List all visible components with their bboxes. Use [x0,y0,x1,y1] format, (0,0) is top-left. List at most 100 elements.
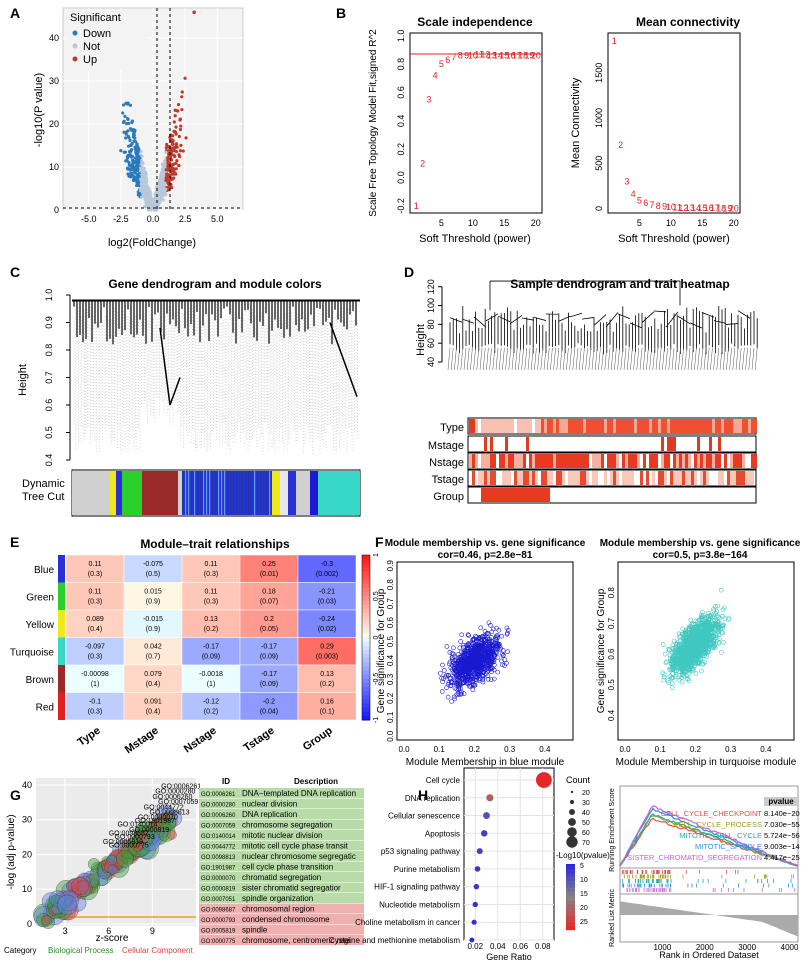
turquoise-module-point [717,636,722,641]
module-segment [318,471,360,515]
volcano-point [128,138,132,143]
kegg-point [535,772,552,788]
volcano-point [173,108,177,112]
volcano-point [132,168,136,173]
tick-y: 0.9 [44,316,54,329]
turquoise-module-point [699,668,704,674]
trait-cell [682,471,685,485]
panel-i-ylabel-bottom: Ranked List Metric [609,889,616,947]
tick-y-right: 0.4 [607,709,616,721]
turquoise-module-point [702,653,707,659]
volcano-point [139,150,143,154]
scale-segment [362,616,370,622]
volcano-point [177,134,181,139]
volcano-point [178,149,182,153]
blue-module-point [494,640,500,646]
scale-segment [362,658,370,663]
trait-cell [622,454,625,468]
volcano-point [136,167,140,172]
color-legend-segment [566,908,575,911]
trait-cell [499,488,502,502]
connectivity-point: 13 [685,203,695,213]
blue-module-point [457,645,463,651]
cell-pvalue: (0.4) [146,709,160,716]
module-stripe [239,471,241,515]
turquoise-module-point [672,663,678,668]
module-stripe [227,471,229,515]
tick-x-right: 15 [697,218,707,228]
panel-b-left-title: Scale independence [417,15,533,29]
volcano-point [170,186,174,190]
connectivity-point: 7 [649,200,654,210]
color-legend-segment [566,914,575,917]
turquoise-module-point [660,670,665,676]
trait-cell [493,488,496,502]
module-label-red: Red [36,702,54,713]
blue-module-point [480,679,486,685]
go-bubble [57,894,78,915]
cell-correlation: 0.11 [88,589,101,596]
volcano-point [180,107,184,112]
cell-pvalue: (0.3) [88,599,102,606]
trait-cell [550,419,553,433]
trait-cell [688,471,691,485]
volcano-point [172,176,176,180]
blue-module-point [442,668,447,673]
module-stripe [197,471,199,515]
trait-cell [676,419,679,433]
trait-cell [571,419,574,433]
turquoise-module-point [712,643,717,649]
blue-module-point [445,682,451,687]
trait-cell [562,454,565,468]
turquoise-module-point [689,636,695,642]
trait-cell [625,454,628,468]
cell-correlation: 0.079 [144,671,162,678]
r2-point: 15 [499,51,509,61]
volcano-point [128,153,132,157]
blue-module-point [459,691,464,697]
volcano-point [126,167,130,171]
panel-g-letter: G [10,787,21,803]
trait-cell [652,419,655,433]
trait-cell [697,454,700,468]
trait-cell [490,419,493,433]
trait-cell [715,419,718,433]
trait-col-mstage: Mstage [123,725,161,757]
blue-module-point [469,662,475,667]
volcano-point [122,103,126,107]
turquoise-module-point [692,625,698,631]
blue-module-point [502,657,507,663]
volcano-point [168,147,172,151]
trait-cell [691,419,694,433]
module-segment [288,471,296,515]
volcano-point [177,153,181,157]
kegg-category: Cellular senescence [388,812,461,821]
trait-cell [508,419,511,433]
blue-module-point [451,694,457,700]
cell-pvalue: (1) [207,681,216,688]
tick-y-left: 0.8 [386,579,395,591]
trait-cell [718,419,721,433]
turquoise-module-point [699,621,705,626]
trait-cell [472,454,475,468]
scale-segment [362,703,370,709]
volcano-point [180,95,184,99]
trait-cell [547,488,550,502]
trait-col-nstage: Nstage [182,725,219,756]
volcano-point [124,130,128,134]
trait-cell [475,419,478,433]
module-stripe [203,471,205,515]
category-cc: Cellular Component [122,946,193,955]
trait-cell [733,454,736,468]
color-legend-segment [566,894,575,898]
bubble-label: GO:0006261 [161,783,201,790]
trait-cell [562,471,565,485]
trait-cell [532,488,535,502]
tick-y: 0.5 [44,426,54,439]
volcano-point [156,203,160,207]
volcano-point [168,173,172,177]
blue-module-point [467,657,472,663]
volcano-point [143,174,147,178]
trait-cell [733,419,736,433]
volcano-point [133,171,137,175]
